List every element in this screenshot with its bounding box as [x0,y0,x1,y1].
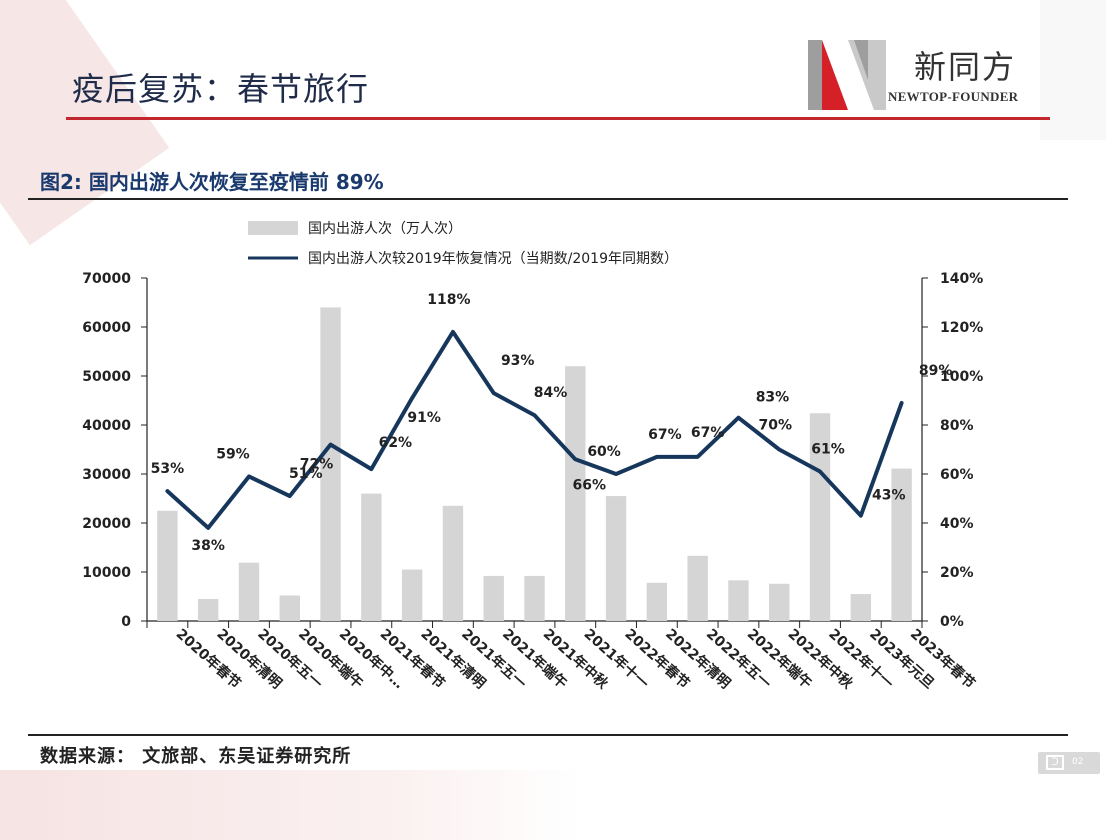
y-tick-label-left: 50000 [82,369,131,385]
bar [157,510,178,621]
y-tick-label-right: 60% [940,467,974,483]
page-number: 02 [1072,757,1084,767]
y-tick-label-right: 100% [940,369,983,385]
page-number-badge: ᑐ 02 [1038,752,1100,774]
data-label: 51% [289,466,323,482]
data-label: 93% [501,353,535,369]
y-tick-label-left: 60000 [82,320,131,336]
y-tick-label-left: 20000 [82,516,131,532]
slide-title: 疫后复苏：春节旅行 [72,70,370,108]
y-tick-label-left: 70000 [82,271,131,287]
data-label: 60% [587,444,621,460]
data-label: 53% [151,461,185,477]
bar [769,583,790,621]
data-label: 72% [300,457,334,473]
chart: 国内出游人次（万人次） 国内出游人次较2019年恢复情况（当期数/2019年同期… [82,221,983,693]
title-divider [66,117,1050,120]
figure-top-rule [28,198,1068,200]
series-line [165,329,904,530]
logo-text-cn: 新同方 [914,48,1017,86]
data-label: 67% [691,425,725,441]
bar [850,594,872,621]
data-label: 38% [191,538,225,554]
bar [361,493,382,621]
y-tick-label-left: 10000 [82,565,131,581]
bar [605,496,627,621]
bar [728,580,749,621]
data-label: 61% [811,442,845,458]
data-label: 62% [379,435,413,451]
y-tick-label-right: 140% [940,271,983,287]
bar [197,598,219,621]
figure-bottom-rule [28,734,1068,736]
data-label: 84% [534,385,568,401]
company-logo-icon [808,40,886,110]
y-tick-label-right: 0% [940,614,964,630]
plot-area: 0 10000 20000 30000 40000 50000 60000 70000 0% 20… [82,271,983,693]
bar [524,575,545,621]
bar [279,595,300,621]
legend-swatch-bar [248,221,298,235]
y-tick-label-left: 30000 [82,467,131,483]
data-source: 数据来源： 文旅部、东吴证券研究所 [40,746,352,767]
y-tick-label-right: 120% [940,320,983,336]
chart-legend: 国内出游人次（万人次） 国内出游人次较2019年恢复情况（当期数/2019年同期… [248,221,678,267]
bar [565,366,586,621]
data-label: 43% [872,488,906,504]
bar [238,562,260,621]
background-stripe [0,770,580,840]
data-label: 70% [758,418,792,434]
bar [646,582,668,621]
y-tick-label-right: 80% [940,418,974,434]
background-stripe [1040,0,1106,140]
y-tick-label-left: 40000 [82,418,131,434]
data-label: 83% [756,390,790,406]
page-icon: ᑐ [1046,755,1064,770]
data-label: 59% [216,446,250,462]
bar [320,307,341,621]
bar [442,505,464,621]
data-label: 67% [648,427,682,443]
data-label: 91% [407,410,441,426]
y-tick-label-left: 0 [121,614,131,630]
bar [483,575,504,621]
y-tick-label-right: 40% [940,516,974,532]
bar [687,555,708,621]
y-tick-label-right: 20% [940,565,974,581]
logo-text-en: NEWTOP-FOUNDER [888,89,1019,104]
legend-label-bar: 国内出游人次（万人次） [308,221,462,237]
data-label: 89% [919,363,953,379]
data-label: 66% [573,477,607,493]
bar [401,569,423,621]
bar [891,468,912,621]
legend-label-line: 国内出游人次较2019年恢复情况（当期数/2019年同期数） [308,250,678,267]
bar [809,413,831,621]
data-label: 118% [427,292,470,308]
figure-title: 图2: 国内出游人次恢复至疫情前 89% [40,170,384,194]
